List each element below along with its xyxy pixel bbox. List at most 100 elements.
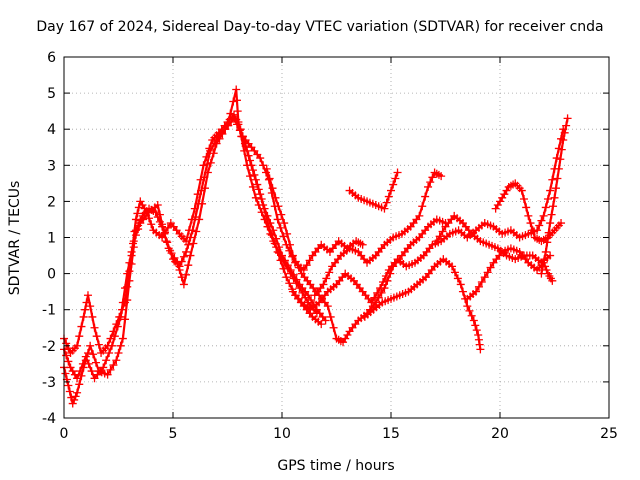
data-point: [90, 323, 99, 332]
data-point: [329, 323, 338, 332]
data-point: [127, 247, 136, 256]
data-point: [537, 216, 546, 225]
data-point: [68, 399, 77, 408]
data-point: [105, 349, 114, 358]
y-tick-label: -3: [42, 375, 56, 391]
data-point: [166, 246, 175, 255]
data-point: [248, 182, 257, 191]
y-tick-label: -4: [42, 411, 56, 427]
series-track-6: [288, 125, 568, 314]
data-point: [131, 215, 140, 224]
data-point: [391, 174, 400, 183]
data-point: [186, 251, 195, 260]
data-point: [265, 174, 274, 183]
data-point: [541, 247, 550, 256]
data-point: [467, 311, 476, 320]
series-track-13: [537, 114, 572, 278]
data-point: [118, 334, 127, 343]
data-point: [272, 243, 281, 252]
x-tick-label: 15: [382, 426, 400, 442]
data-point: [415, 211, 424, 220]
data-point: [153, 201, 162, 210]
data-point: [544, 228, 553, 237]
data-point: [88, 312, 97, 321]
data-point: [81, 305, 90, 314]
series-track-8: [345, 168, 402, 213]
data-point: [538, 262, 547, 271]
data-point: [129, 237, 138, 246]
data-point: [75, 380, 84, 389]
data-point: [291, 257, 300, 266]
data-point: [557, 219, 566, 228]
data-point: [528, 226, 537, 235]
data-point: [269, 237, 278, 246]
data-point: [240, 146, 249, 155]
data-point: [280, 259, 289, 268]
series-track-9: [360, 255, 485, 354]
data-point: [73, 388, 82, 397]
data-point: [474, 330, 483, 339]
y-tick-label: 5: [47, 86, 56, 102]
data-point: [102, 356, 111, 365]
series-line: [291, 128, 565, 311]
y-tick-label: 4: [47, 122, 56, 138]
data-point: [276, 223, 285, 232]
data-point: [256, 190, 265, 199]
data-point: [549, 202, 558, 211]
data-point: [294, 263, 303, 272]
data-point: [548, 175, 557, 184]
data-point: [539, 211, 548, 220]
data-point: [317, 320, 326, 329]
x-tick-label: 10: [273, 426, 291, 442]
data-point: [280, 219, 289, 228]
data-point: [285, 279, 294, 288]
data-point: [373, 288, 382, 297]
data-point: [116, 341, 125, 350]
data-point: [563, 114, 572, 123]
data-point: [465, 306, 474, 315]
data-point: [118, 298, 127, 307]
data-series: [60, 85, 572, 408]
y-tick-label: -2: [42, 339, 56, 355]
data-point: [546, 219, 555, 228]
data-point: [73, 374, 82, 383]
data-point: [278, 255, 286, 264]
x-tick-label: 20: [491, 426, 509, 442]
data-point: [109, 361, 118, 370]
y-tick-label: 1: [47, 231, 56, 247]
data-point: [322, 274, 331, 283]
data-point: [263, 222, 272, 231]
data-point: [548, 276, 557, 285]
data-point: [268, 184, 277, 193]
data-point: [393, 168, 402, 177]
data-point: [546, 251, 555, 260]
data-point: [107, 341, 116, 350]
data-point: [179, 252, 188, 261]
data-point: [211, 137, 220, 146]
data-point: [469, 316, 478, 325]
data-point: [476, 345, 485, 354]
data-point: [121, 284, 130, 293]
data-point: [114, 349, 123, 358]
data-point: [450, 268, 459, 277]
data-point: [163, 223, 172, 232]
x-tick-label: 0: [60, 426, 69, 442]
data-point: [182, 270, 191, 279]
data-point: [285, 240, 294, 249]
data-point: [75, 367, 84, 376]
data-point: [84, 359, 93, 368]
data-point: [121, 315, 130, 324]
data-point: [428, 173, 437, 182]
data-point: [421, 192, 430, 201]
data-point: [453, 274, 462, 283]
data-point: [256, 154, 265, 163]
data-point: [73, 341, 82, 350]
data-point: [387, 186, 395, 195]
data-point: [175, 262, 184, 271]
data-point: [312, 309, 321, 318]
data-point: [418, 202, 427, 211]
data-point: [543, 238, 552, 247]
data-point: [381, 272, 390, 281]
data-point: [182, 247, 191, 256]
data-point: [65, 387, 74, 396]
